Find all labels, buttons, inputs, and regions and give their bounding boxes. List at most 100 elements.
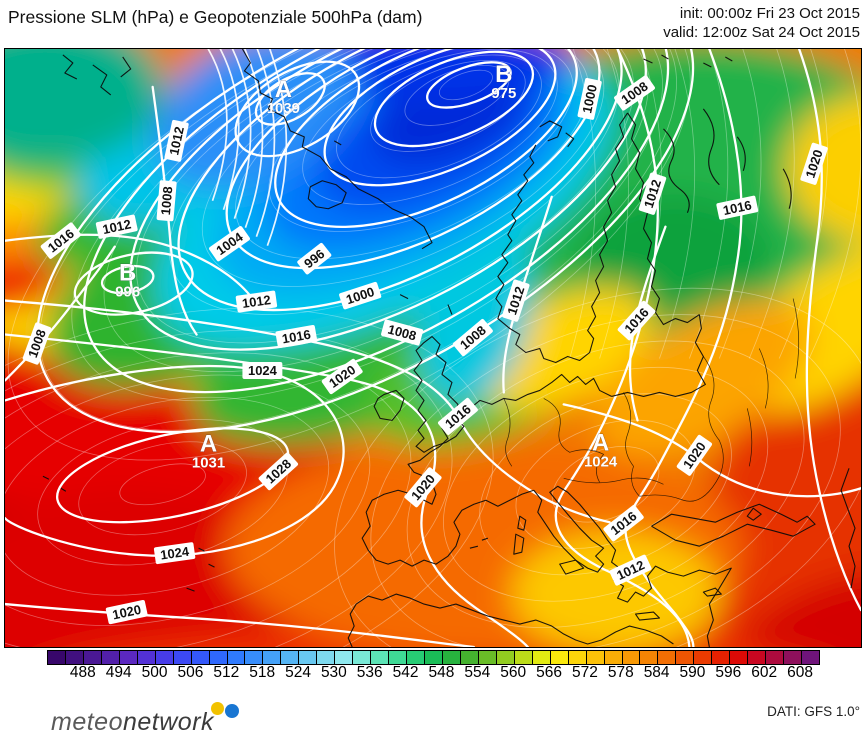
colorbar-cell xyxy=(227,651,246,664)
svg-text:996: 996 xyxy=(115,284,140,301)
colorbar-cell xyxy=(299,651,318,664)
colorbar-cell xyxy=(784,651,803,664)
colorbar-cell xyxy=(622,651,641,664)
colorbar-cell xyxy=(712,651,731,664)
logo-yellow-dot xyxy=(211,702,224,715)
colorbar-cell xyxy=(514,651,533,664)
svg-text:1008: 1008 xyxy=(158,186,175,216)
colorbar-cell xyxy=(245,651,264,664)
colorbar-cell xyxy=(694,651,713,664)
isobar-label: 1024 xyxy=(153,542,196,565)
colorbar-cell xyxy=(335,651,354,664)
colorbar-cell xyxy=(137,651,156,664)
colorbar-cell xyxy=(730,651,749,664)
colorbar-cell xyxy=(119,651,138,664)
colorbar-tick-label: 536 xyxy=(356,664,383,681)
colorbar-cell xyxy=(83,651,102,664)
colorbar-tick-label: 602 xyxy=(751,664,778,681)
svg-text:1008: 1008 xyxy=(386,322,418,344)
colorbar-tick-label: 584 xyxy=(643,664,670,681)
colorbar-cell xyxy=(586,651,605,664)
isobar-label: 1012 xyxy=(502,279,530,322)
colorbar-tick-label: 554 xyxy=(464,664,491,681)
svg-text:1024: 1024 xyxy=(584,453,618,470)
svg-text:1020: 1020 xyxy=(111,602,142,623)
colorbar-tick-label: 488 xyxy=(69,664,96,681)
isobar-label: 1008 xyxy=(22,322,52,365)
svg-text:1024: 1024 xyxy=(248,363,278,378)
svg-text:1000: 1000 xyxy=(579,83,600,114)
isobar-contour-lines xyxy=(5,49,861,647)
isobar-label: 1000 xyxy=(577,77,602,120)
colorbar-cell xyxy=(317,651,336,664)
svg-text:B: B xyxy=(495,61,512,88)
meteonetwork-logo: meteonetwork xyxy=(45,700,275,736)
colorbar-cell xyxy=(48,651,66,664)
logo-text-meteo: meteo xyxy=(51,708,123,736)
model-run-info: init: 00:00z Fri 23 Oct 2015 valid: 12:0… xyxy=(663,4,860,42)
colorbar-tick-label: 494 xyxy=(105,664,132,681)
colorbar-cell xyxy=(407,651,426,664)
svg-text:1012: 1012 xyxy=(241,292,272,311)
colorbar-cell xyxy=(65,651,84,664)
colorbar-cell xyxy=(802,651,819,664)
colorbar-cell xyxy=(371,651,390,664)
logo-text-network: network xyxy=(122,708,215,736)
isobar-label: 1012 xyxy=(164,119,189,162)
colorbar-cell xyxy=(263,651,282,664)
colorbar-tick-label: 518 xyxy=(249,664,276,681)
colorbar-tick-label: 542 xyxy=(392,664,419,681)
colorbar-cell xyxy=(353,651,372,664)
isobar-label: 1012 xyxy=(638,172,667,215)
colorbar-cell xyxy=(281,651,300,664)
colorbar-cell xyxy=(640,651,659,664)
colorbar-tick-label: 572 xyxy=(571,664,598,681)
colorbar-tick-label: 530 xyxy=(320,664,347,681)
svg-text:1039: 1039 xyxy=(267,100,300,117)
colorbar-labels: 488 494 500 506 512 518 524 530 536 542 548 554 560 5… xyxy=(47,664,818,684)
isobar-label: 1020 xyxy=(105,599,148,625)
colorbar-cell xyxy=(748,651,767,664)
colorbar-cell xyxy=(425,651,443,664)
isobar-label: 1016 xyxy=(275,325,318,349)
svg-text:A: A xyxy=(200,430,217,457)
colorbar-tick-label: 506 xyxy=(177,664,204,681)
colorbar-tick-label: 512 xyxy=(213,664,240,681)
colorbar xyxy=(47,650,820,665)
isobar-label: 1008 xyxy=(156,180,177,222)
svg-text:1012: 1012 xyxy=(166,125,187,156)
colorbar-cell xyxy=(658,651,677,664)
colorbar-cell xyxy=(442,651,461,664)
data-source-label: DATI: GFS 1.0° xyxy=(767,704,860,719)
colorbar-cell xyxy=(155,651,174,664)
colorbar-tick-label: 596 xyxy=(715,664,742,681)
svg-text:A: A xyxy=(592,429,609,456)
colorbar-cell xyxy=(532,651,551,664)
isobar-label: 1000 xyxy=(339,281,382,310)
isobar-label: 1016 xyxy=(716,195,759,220)
init-time: init: 00:00z Fri 23 Oct 2015 xyxy=(679,5,860,22)
svg-text:975: 975 xyxy=(491,85,516,102)
colorbar-tick-label: 566 xyxy=(536,664,562,681)
svg-text:1024: 1024 xyxy=(159,544,190,563)
svg-text:A: A xyxy=(275,76,292,103)
isobar-label: 1012 xyxy=(95,214,138,239)
isobar-label: 1012 xyxy=(235,290,278,313)
isobar-label: 1024 xyxy=(242,361,283,379)
isobar-label: 1020 xyxy=(800,142,828,185)
weather-map: 1012 1008 1016 1012 1004 1012 1008 996 1000 1016 1… xyxy=(4,48,862,648)
isobar-label: 1008 xyxy=(381,319,424,346)
colorbar-tick-label: 578 xyxy=(607,664,634,681)
svg-text:1016: 1016 xyxy=(281,327,312,347)
colorbar-tick-label: 590 xyxy=(679,664,706,681)
colorbar-cell xyxy=(191,651,210,664)
colorbar-tick-label: 500 xyxy=(141,664,168,681)
colorbar-cell xyxy=(766,651,785,664)
